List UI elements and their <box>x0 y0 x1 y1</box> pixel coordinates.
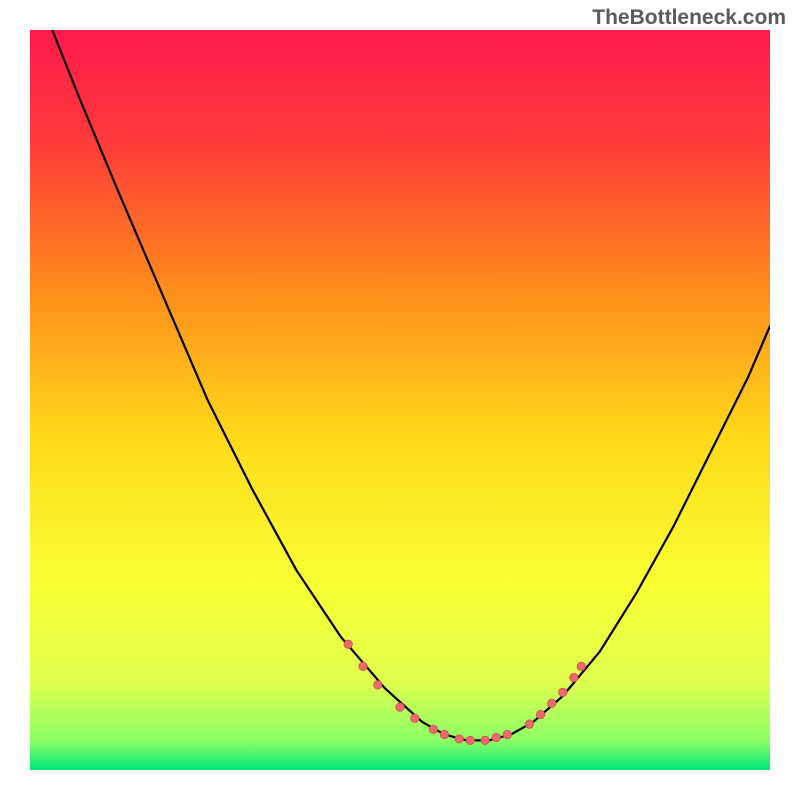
marker-point <box>359 662 367 670</box>
marker-point <box>570 673 578 681</box>
marker-point <box>411 714 419 722</box>
marker-point <box>536 710 544 718</box>
marker-point <box>466 736 474 744</box>
marker-point <box>577 662 585 670</box>
marker-point <box>559 688 567 696</box>
marker-point <box>481 736 489 744</box>
marker-point <box>525 720 533 728</box>
marker-point <box>455 735 463 743</box>
chart-svg <box>30 30 770 770</box>
marker-point <box>374 681 382 689</box>
marker-point <box>344 640 352 648</box>
marker-point <box>396 703 404 711</box>
gradient-background <box>30 30 770 770</box>
marker-point <box>503 730 511 738</box>
marker-point <box>548 699 556 707</box>
marker-point <box>429 725 437 733</box>
marker-point <box>492 733 500 741</box>
marker-point <box>440 730 448 738</box>
plot-area <box>30 30 770 770</box>
watermark-text: TheBottleneck.com <box>592 6 786 30</box>
chart-container: TheBottleneck.com <box>0 0 800 800</box>
